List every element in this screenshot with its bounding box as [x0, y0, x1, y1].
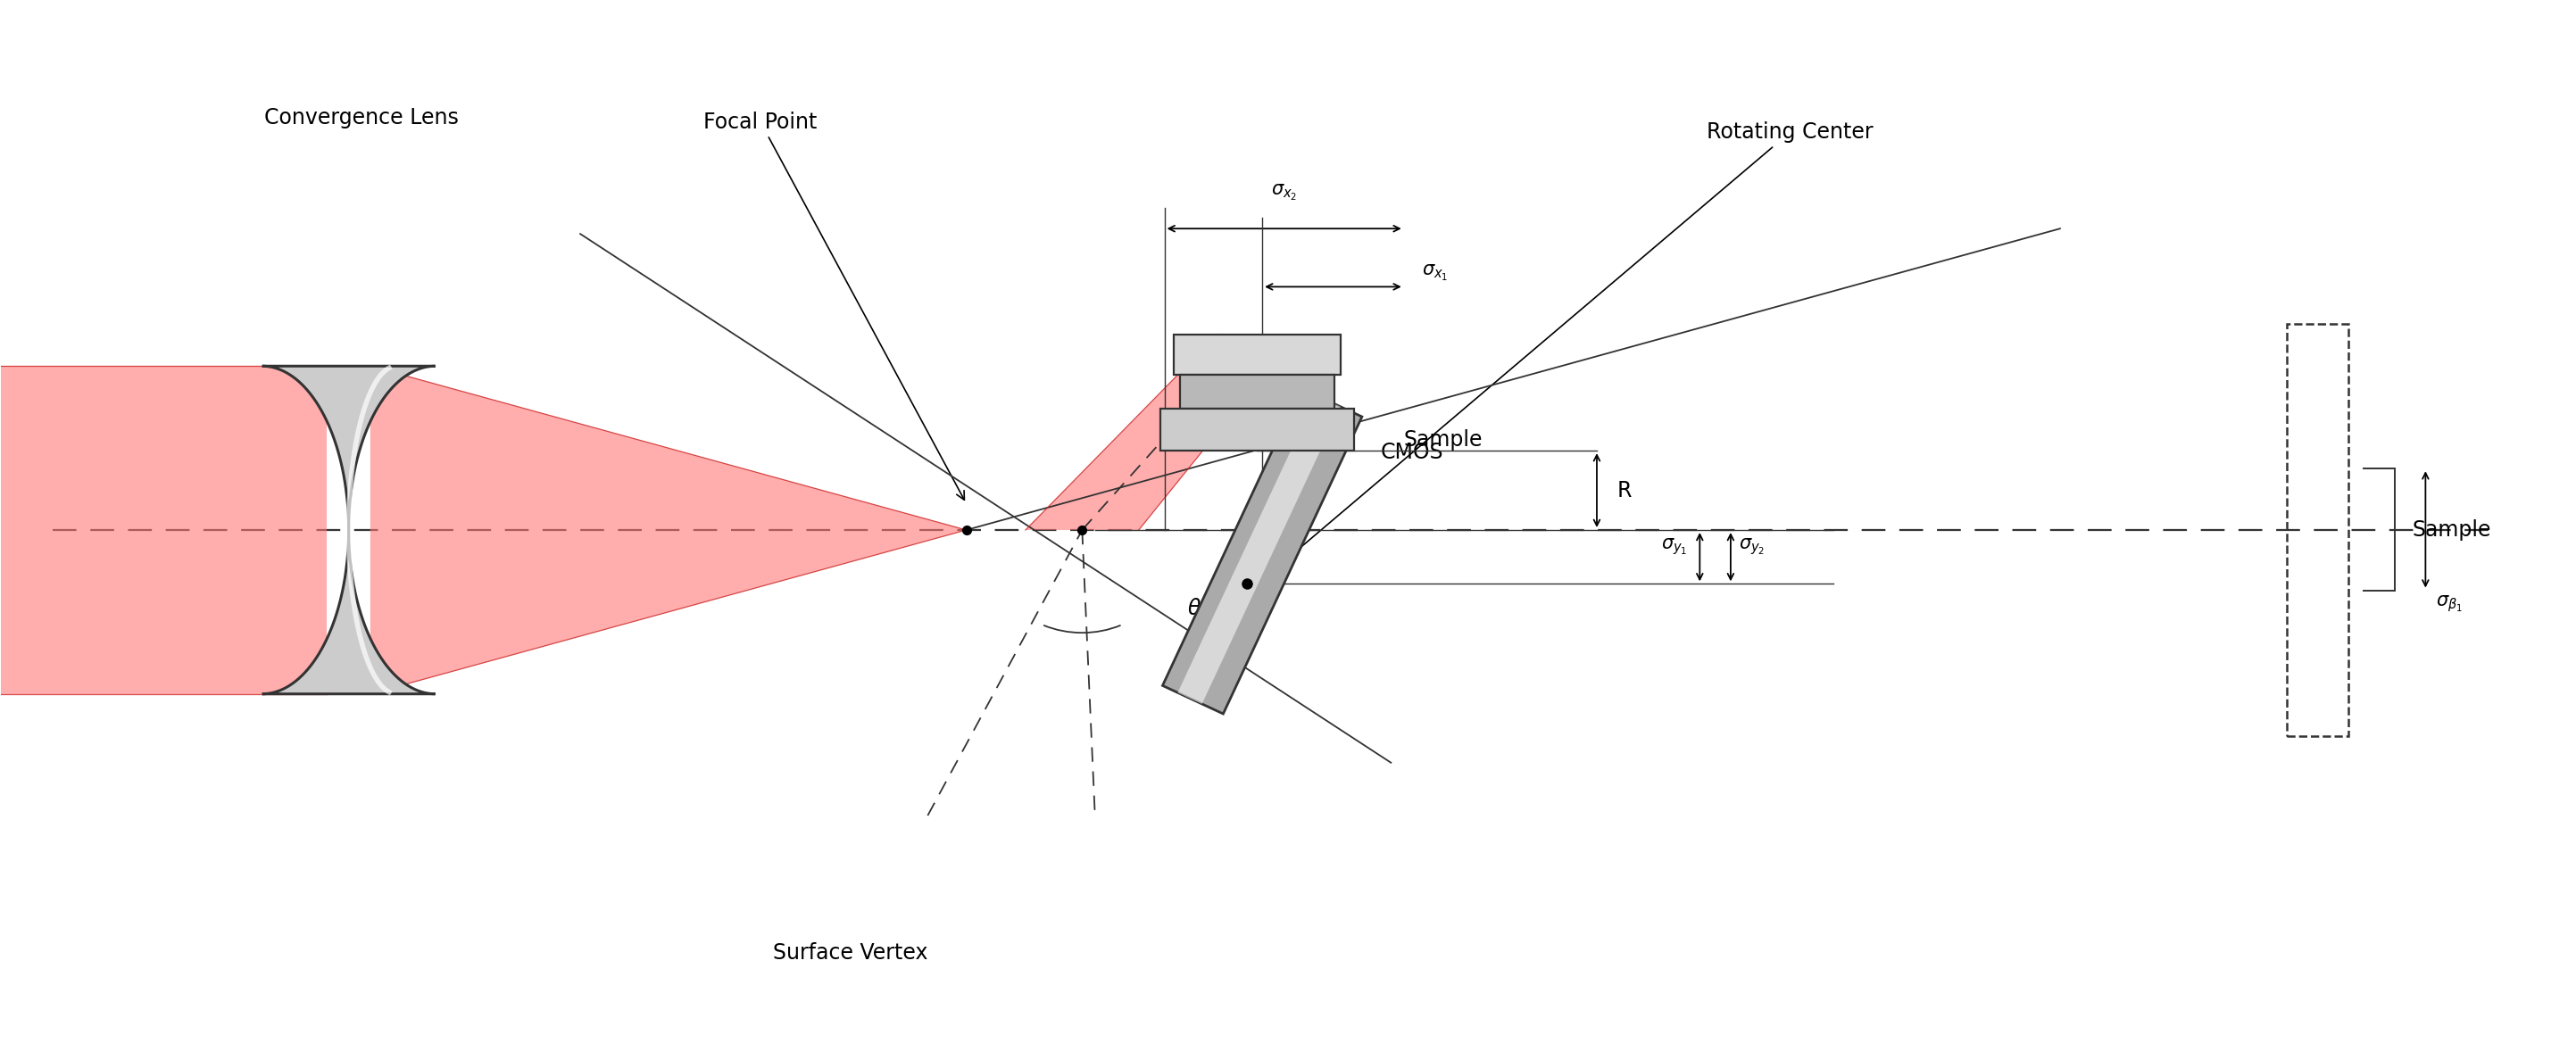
- Text: R: R: [1618, 479, 1633, 501]
- Text: $\sigma_{\beta_1}$: $\sigma_{\beta_1}$: [2437, 594, 2463, 614]
- Polygon shape: [0, 366, 327, 694]
- Polygon shape: [1177, 395, 1340, 704]
- Text: Sample: Sample: [1404, 429, 1484, 450]
- Polygon shape: [1025, 334, 1296, 530]
- Text: $\theta_s$: $\theta_s$: [1188, 597, 1208, 621]
- Text: $\sigma_{x_2}$: $\sigma_{x_2}$: [1270, 182, 1298, 202]
- Text: Sample: Sample: [2414, 519, 2491, 541]
- Text: Focal Point: Focal Point: [703, 111, 963, 500]
- Text: $\sigma_{y_1}$: $\sigma_{y_1}$: [1662, 536, 1687, 557]
- Text: Surface Vertex: Surface Vertex: [773, 942, 927, 964]
- Text: $\sigma_{x_1}$: $\sigma_{x_1}$: [1422, 263, 1448, 283]
- Bar: [2287, 323, 2349, 737]
- Polygon shape: [1162, 388, 1363, 713]
- Text: $\sigma_{y_2}$: $\sigma_{y_2}$: [1739, 536, 1765, 557]
- Text: Rotating Center: Rotating Center: [1270, 122, 1873, 572]
- Polygon shape: [371, 366, 966, 694]
- Polygon shape: [263, 366, 435, 694]
- Bar: [1175, 334, 1340, 374]
- Text: Convergence Lens: Convergence Lens: [265, 107, 459, 128]
- Bar: [1162, 408, 1352, 450]
- Bar: [1180, 374, 1334, 408]
- Text: CMOS: CMOS: [1381, 442, 1443, 463]
